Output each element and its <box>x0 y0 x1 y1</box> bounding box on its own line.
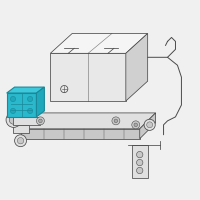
Polygon shape <box>132 145 148 178</box>
Circle shape <box>61 86 68 93</box>
Circle shape <box>137 167 143 174</box>
Polygon shape <box>36 87 44 117</box>
Polygon shape <box>140 113 156 139</box>
Circle shape <box>17 138 24 144</box>
Polygon shape <box>13 125 29 133</box>
Circle shape <box>144 119 155 130</box>
Polygon shape <box>50 53 126 101</box>
Circle shape <box>134 123 138 127</box>
Circle shape <box>15 135 27 147</box>
Polygon shape <box>21 113 156 129</box>
Circle shape <box>10 108 16 114</box>
Circle shape <box>28 108 33 114</box>
Circle shape <box>39 119 42 123</box>
Polygon shape <box>50 33 148 53</box>
Circle shape <box>137 151 143 158</box>
Polygon shape <box>13 117 40 125</box>
Circle shape <box>28 96 33 102</box>
Polygon shape <box>7 93 36 117</box>
Circle shape <box>114 119 118 123</box>
Circle shape <box>147 122 153 128</box>
Circle shape <box>137 159 143 166</box>
Circle shape <box>6 112 21 127</box>
Circle shape <box>36 117 44 125</box>
Polygon shape <box>7 87 44 93</box>
Polygon shape <box>126 33 148 101</box>
Circle shape <box>112 117 120 125</box>
Circle shape <box>10 96 16 102</box>
Circle shape <box>132 121 140 129</box>
Polygon shape <box>21 129 140 139</box>
Circle shape <box>9 115 18 124</box>
